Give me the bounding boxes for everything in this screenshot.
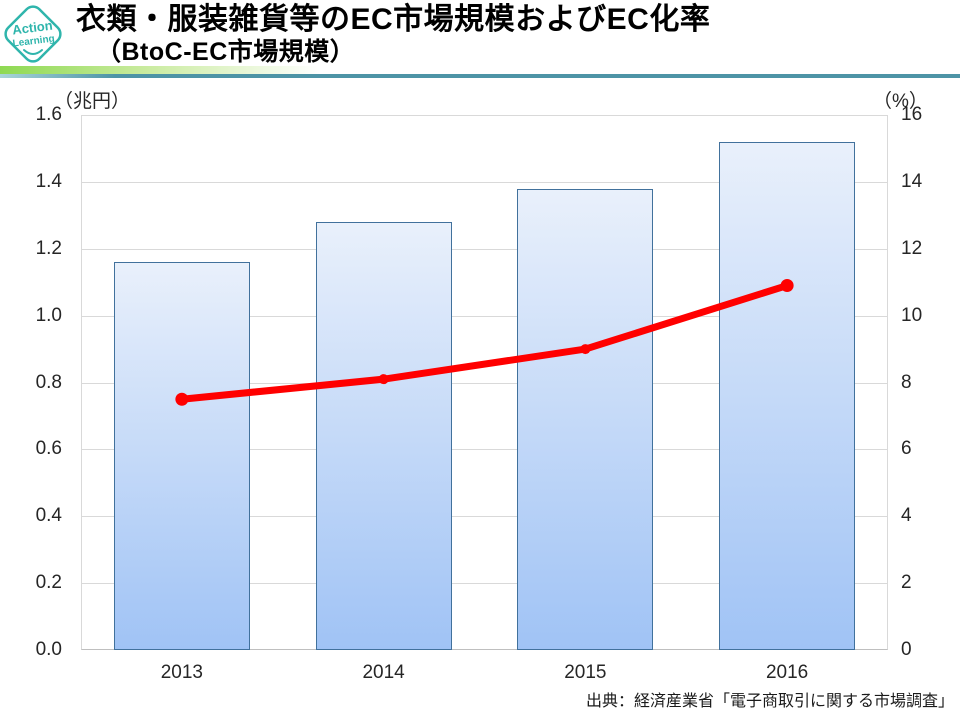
ec-rate-line-layer [175,279,794,406]
right-axis-tick: 12 [901,237,923,259]
bar-2014 [315,222,452,650]
source-note: 出典：経済産業省「電子商取引に関する市場調査」 [585,693,954,710]
grid-line [82,248,887,250]
left-axis-tick: 1.6 [35,104,62,125]
line-point-2016 [780,279,794,293]
grid-line [82,181,887,183]
year-label-2015: 2015 [564,662,607,683]
left-axis-tick: 0.2 [35,572,62,594]
left-axis-tick: 1.0 [35,304,62,326]
left-axis-tick: 0.4 [35,505,62,527]
left-axis-tick: 1.4 [35,170,62,192]
left-axis-tick: 1.2 [35,237,62,259]
page-title: 衣類・服装雑貨等のEC市場規模およびEC化率 [76,3,711,36]
left-axis-unit-label: （兆円） [54,91,131,112]
right-axis-tick: 4 [901,505,912,527]
year-label-2016: 2016 [765,662,809,683]
title-block: 衣類・服装雑貨等のEC市場規模およびEC化率 （BtoC-EC市場規模） [76,2,710,66]
grid-line [82,516,887,518]
ec-rate-line [178,282,791,403]
right-axis-tick: 10 [901,304,923,326]
year-label-2014: 2014 [362,662,405,683]
left-axis-tick: 0.0 [35,639,62,660]
line-point-2015 [580,344,591,355]
right-axis-tick: 6 [901,438,912,460]
left-axis-tick: 0.8 [35,371,62,393]
right-axis-tick: 0 [901,639,912,660]
right-axis-tick: 8 [901,371,912,393]
logo-text-learning: Learning [12,33,55,49]
grid-line [82,449,887,451]
right-axis-tick: 14 [901,170,923,192]
year-label-2013: 2013 [160,662,204,683]
line-point-2013 [175,392,189,406]
bar-2013 [113,262,250,650]
line-point-2014 [378,374,389,385]
grid-line [82,382,887,384]
bar-2015 [517,188,654,650]
right-axis-unit-label: （%） [873,91,928,112]
right-axis-tick: 16 [901,104,923,125]
divider-teal-line [0,74,960,78]
bar-2016 [719,141,856,650]
right-axis-tick: 2 [901,572,912,594]
grid-line [82,315,887,317]
divider-green-bar [0,66,320,74]
ec-market-chart: （兆円） （%） 1.6 1.4 1.2 1.0 0.8 0.6 0.4 0.2 0.0 16 14… [0,84,960,684]
logo-text-action: Action [11,18,53,38]
action-learning-logo-icon: Action Learning [4,5,62,63]
grid-line [82,583,887,585]
page-subtitle: （BtoC-EC市場規模） [96,38,356,66]
left-axis-tick: 0.6 [35,438,62,460]
